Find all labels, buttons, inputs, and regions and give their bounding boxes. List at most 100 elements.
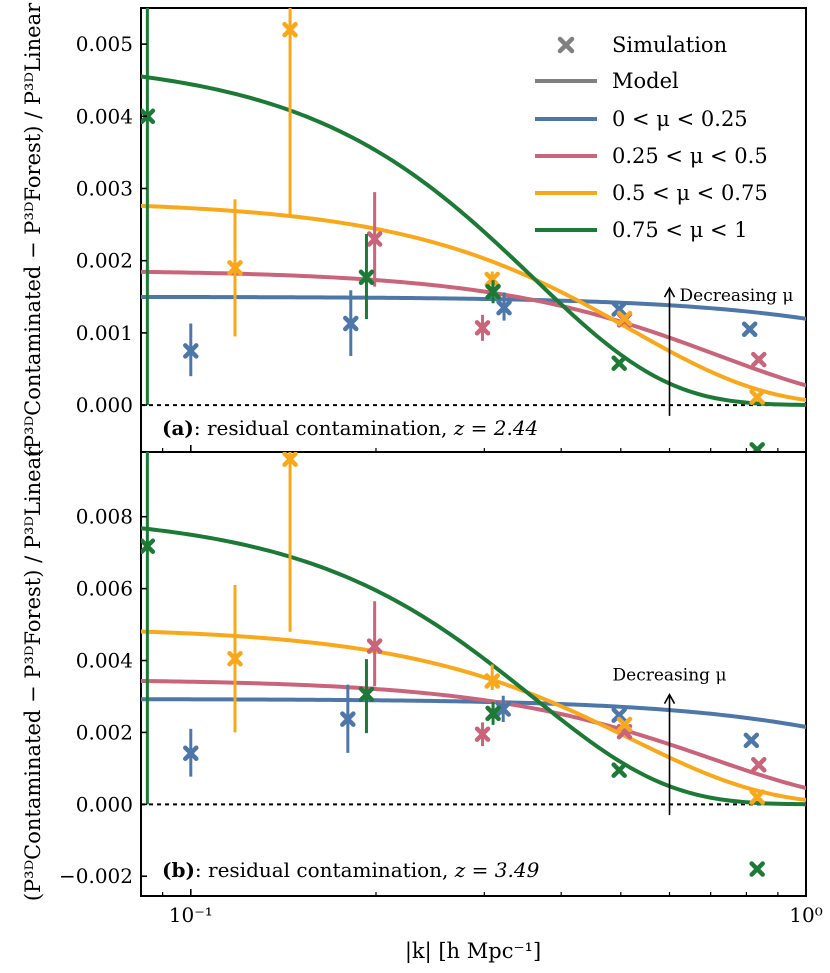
annotation-a: Decreasing μ [663, 286, 794, 416]
y-axis-label-a: (P³ᴰContaminated − P³ᴰForest) / P³ᴰLinea… [21, 2, 45, 457]
decreasing-mu-label-a: Decreasing μ [680, 286, 794, 306]
model-line-b-mu4 [141, 526, 806, 807]
y-ticks-b: −0.002 0.000 0.002 0.004 0.006 0.008 [59, 505, 147, 888]
data-point-b-3 [611, 707, 627, 723]
data-point-b-2 [495, 701, 511, 717]
data-point-b-18 [749, 861, 765, 877]
legend-entry-mu4: 0.75 < μ < 1 [535, 218, 748, 242]
annotation-b: Decreasing μ [613, 666, 727, 816]
y-tick-label-a-2: 0.002 [76, 249, 133, 273]
y-tick-label-b-2: 0.002 [76, 720, 133, 744]
x-ticks-b: 10⁻¹ 10⁰ [162, 889, 823, 927]
data-point-a-8 [751, 351, 767, 368]
data-point-b-9 [227, 650, 243, 667]
panel-a-tag: (a) [162, 416, 194, 440]
model-curves-a [141, 74, 806, 407]
data-point-a-5 [366, 231, 383, 247]
panel-b-frame [140, 451, 807, 897]
y-axis-label-b: (P³ᴰContaminated − P³ᴰForest) / P³ᴰLinea… [21, 446, 45, 901]
data-point-b-13 [749, 789, 765, 805]
data-point-a-0 [183, 343, 199, 359]
model-line-a-mu1 [141, 294, 806, 321]
data-point-b-5 [366, 638, 383, 654]
data-point-b-0 [183, 745, 199, 762]
legend-label-model: Model [612, 69, 679, 93]
data-point-b-4 [743, 732, 760, 749]
model-line-a-mu3 [141, 203, 806, 403]
model-line-b-mu3 [141, 629, 806, 802]
data-point-a-10 [282, 21, 298, 38]
data-point-a-15 [358, 269, 375, 286]
data-point-b-6 [474, 726, 491, 742]
x-tick-label-0: 10⁻¹ [169, 903, 213, 927]
data-point-b-12 [616, 716, 633, 733]
legend-marker-x-icon [557, 36, 575, 54]
data-point-a-14 [141, 108, 156, 125]
y-tick-label-a-3: 0.003 [76, 176, 133, 200]
panel-b-tag: (b) [162, 858, 195, 882]
x-ticks-a [162, 445, 807, 452]
data-point-b-15 [358, 686, 375, 703]
y-tick-label-a-1: 0.001 [76, 321, 133, 345]
y-tick-label-b-5: 0.008 [76, 505, 133, 529]
legend-entry-mu2: 0.25 < μ < 0.5 [535, 144, 768, 168]
data-point-b-11 [484, 673, 500, 689]
model-line-a-mu2 [141, 269, 806, 388]
panel-a: 0.000 0.001 0.002 0.003 0.004 0.005 Decreasin… [76, 7, 807, 453]
data-point-b-1 [340, 711, 356, 727]
data-point-b-14 [141, 538, 156, 554]
model-line-b-mu2 [141, 678, 806, 791]
data-point-a-9 [227, 260, 243, 276]
legend-entry-mu3: 0.5 < μ < 0.75 [535, 181, 768, 205]
data-point-a-11 [484, 271, 500, 288]
legend-label-mu1: 0 < μ < 0.25 [612, 107, 748, 131]
y-tick-label-b-0: −0.002 [59, 864, 133, 888]
x-axis-label: |k| [h Mpc⁻¹] [405, 939, 541, 964]
arrow-head-icon-b [663, 693, 676, 705]
data-point-a-18 [749, 442, 765, 452]
panel-a-caption-text: : residual contamination, [194, 416, 454, 440]
model-line-b-mu1 [141, 697, 806, 729]
data-point-a-6 [474, 320, 491, 336]
y-tick-label-a-5: 0.005 [76, 32, 133, 56]
y-tick-label-b-1: 0.000 [76, 792, 133, 816]
panel-b-z: z = 3.49 [454, 858, 540, 882]
data-point-b-17 [611, 762, 627, 778]
model-curves-b [141, 526, 806, 807]
data-point-b-10 [282, 452, 298, 467]
legend-label-simulation: Simulation [612, 33, 727, 57]
legend-entry-mu1: 0 < μ < 0.25 [535, 107, 748, 131]
data-point-a-1 [343, 315, 359, 332]
data-point-a-4 [741, 321, 758, 338]
legend-entry-model: Model [535, 69, 679, 93]
data-point-b-16 [485, 705, 501, 722]
legend-label-mu2: 0.25 < μ < 0.5 [612, 144, 768, 168]
decreasing-mu-label-b: Decreasing μ [613, 666, 727, 686]
model-line-a-mu4 [141, 74, 806, 407]
arrow-head-icon-a [663, 286, 676, 298]
x-tick-label-1: 10⁰ [789, 903, 822, 927]
legend-label-mu3: 0.5 < μ < 0.75 [612, 181, 768, 205]
data-point-a-17 [611, 355, 627, 371]
data-point-a-12 [616, 310, 633, 327]
data-point-a-13 [749, 389, 765, 405]
data-point-b-8 [751, 757, 767, 773]
panel-b-caption-text: : residual contamination, [195, 858, 455, 882]
simulation-points-b [141, 452, 767, 877]
panel-b-caption: (b): residual contamination, z = 3.49 [162, 858, 540, 882]
panel-a-caption: (a): residual contamination, z = 2.44 [162, 416, 538, 440]
data-point-a-2 [496, 299, 512, 316]
y-tick-label-b-4: 0.006 [76, 577, 133, 601]
simulation-points-a [141, 8, 767, 452]
legend-entry-simulation: Simulation [557, 33, 727, 57]
y-ticks-a: 0.000 0.001 0.002 0.003 0.004 0.005 [76, 32, 147, 417]
legend: Simulation Model 0 < μ < 0.25 0.25 < μ <… [535, 33, 768, 242]
data-point-a-16 [485, 283, 501, 300]
y-tick-label-b-3: 0.004 [76, 649, 133, 673]
data-point-a-3 [611, 301, 627, 317]
y-tick-label-a-4: 0.004 [76, 104, 133, 128]
legend-label-mu4: 0.75 < μ < 1 [612, 218, 748, 242]
y-tick-label-a-0: 0.000 [76, 393, 133, 417]
